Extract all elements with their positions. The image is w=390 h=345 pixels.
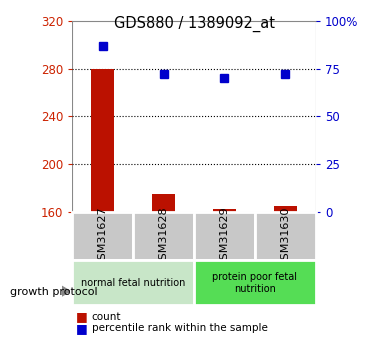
Polygon shape: [62, 286, 70, 296]
Text: GDS880 / 1389092_at: GDS880 / 1389092_at: [115, 16, 275, 32]
Bar: [213, 209, 236, 212]
Text: ■: ■: [76, 310, 88, 323]
Bar: [194, 260, 316, 305]
Text: GSM31629: GSM31629: [220, 206, 229, 267]
Bar: [194, 212, 255, 260]
Text: ■: ■: [76, 322, 88, 335]
Bar: [152, 194, 175, 212]
Text: normal fetal nutrition: normal fetal nutrition: [81, 278, 185, 288]
Text: protein poor fetal
nutrition: protein poor fetal nutrition: [213, 272, 298, 294]
Text: count: count: [92, 312, 121, 322]
Bar: [73, 260, 194, 305]
Text: GSM31627: GSM31627: [98, 206, 108, 267]
Text: growth protocol: growth protocol: [10, 287, 98, 296]
Bar: [73, 212, 133, 260]
Text: GSM31630: GSM31630: [280, 206, 291, 266]
Text: percentile rank within the sample: percentile rank within the sample: [92, 324, 268, 333]
Text: GSM31628: GSM31628: [159, 206, 168, 267]
Bar: [274, 206, 297, 212]
Bar: [91, 69, 114, 212]
Bar: [255, 212, 316, 260]
Bar: [133, 212, 194, 260]
